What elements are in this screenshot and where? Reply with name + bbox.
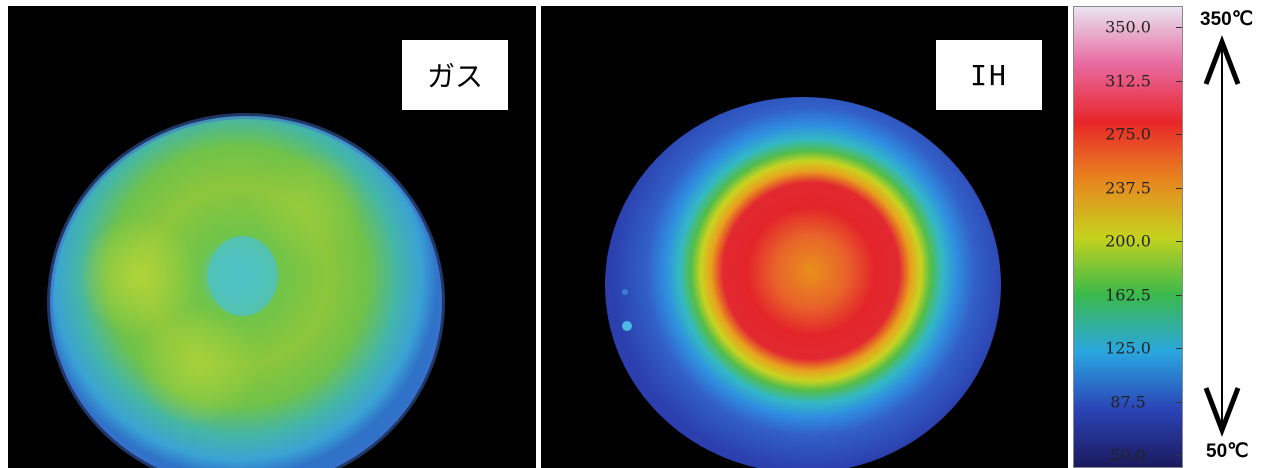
gas-label: ガス [402, 40, 508, 110]
color-scale-tick-label: 87.5 [1110, 392, 1146, 411]
gas-thermal-image: ガス [8, 6, 536, 468]
color-scale-tick-mark [1176, 80, 1182, 82]
color-scale-tick-label: 312.5 [1105, 71, 1151, 90]
color-scale-tick-mark [1176, 294, 1182, 296]
color-scale-tick-mark [1176, 348, 1182, 349]
color-scale-tick-mark [1176, 134, 1182, 135]
min-temperature-label: 50℃ [1206, 441, 1249, 462]
color-scale-tick-mark [1176, 401, 1182, 403]
color-scale-tick-label: 237.5 [1105, 178, 1151, 197]
color-scale-tick-label: 200.0 [1105, 231, 1151, 251]
temperature-range-indicator: 350℃ 50℃ [1186, 0, 1264, 468]
color-scale-tick-label: 50.0 [1110, 445, 1146, 465]
color-scale-gradient [1074, 7, 1182, 467]
ih-thermal-image: IH [541, 6, 1068, 468]
color-scale-tick-mark [1176, 241, 1182, 242]
ih-label: IH [936, 40, 1042, 110]
color-scale-tick-mark [1176, 27, 1182, 28]
color-scale-tick-mark [1176, 455, 1182, 456]
double-arrow-icon [1203, 34, 1241, 438]
color-scale-tick-label: 125.0 [1105, 338, 1151, 358]
temperature-color-scale: 350.0 312.5 275.0 237.5 200.0 162.5 125.0 87.5 5… [1073, 6, 1183, 468]
ih-thermal-pan [605, 97, 1001, 468]
color-scale-tick-mark [1176, 187, 1182, 189]
ih-heat-disc [605, 97, 1001, 468]
max-temperature-label: 350℃ [1200, 9, 1254, 30]
color-scale-tick-label: 275.0 [1105, 124, 1151, 144]
color-scale-tick-label: 162.5 [1105, 285, 1151, 304]
gas-thermal-pan [47, 113, 445, 468]
color-scale-tick-label: 350.0 [1105, 17, 1151, 37]
